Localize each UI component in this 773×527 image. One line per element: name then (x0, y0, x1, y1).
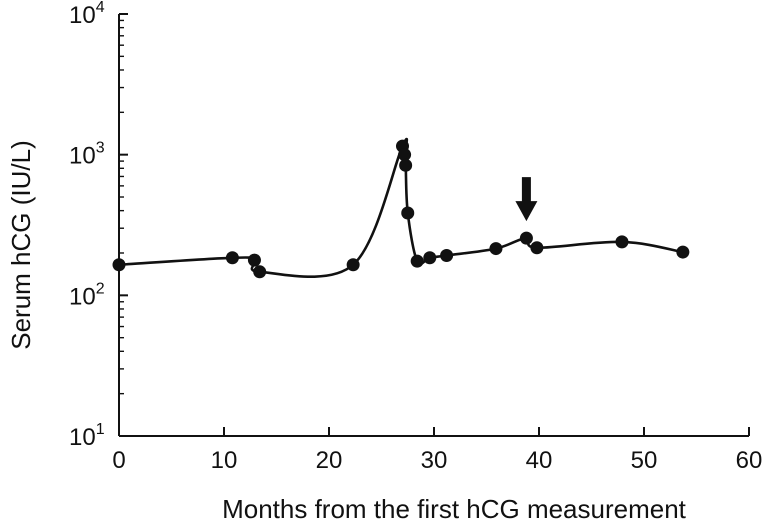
data-point (489, 242, 503, 256)
data-point (346, 258, 360, 272)
y-tick-label: 101 (69, 421, 105, 451)
data-point (398, 148, 412, 162)
data-points (112, 139, 690, 279)
data-point (519, 231, 533, 245)
annotations (515, 177, 538, 222)
y-tick-base: 10 (69, 143, 96, 170)
y-tick-label: 104 (69, 0, 105, 29)
data-point (225, 251, 239, 265)
y-tick-exponent: 4 (96, 0, 105, 16)
x-tick-label: 40 (526, 447, 553, 474)
y-tick-exponent: 2 (96, 280, 105, 297)
x-tick-label: 30 (421, 447, 448, 474)
x-tick-label: 10 (211, 447, 238, 474)
data-point (112, 258, 126, 272)
data-point (440, 248, 454, 262)
data-point (530, 241, 544, 255)
y-axis-title: Serum hCG (IU/L) (6, 140, 36, 350)
data-point (253, 265, 267, 279)
data-point (676, 245, 690, 259)
data-point (410, 254, 424, 268)
y-tick-label: 103 (69, 140, 105, 170)
y-tick-exponent: 1 (96, 421, 105, 438)
axes (118, 14, 749, 437)
x-tick-label: 20 (316, 447, 343, 474)
x-tick-label: 50 (631, 447, 658, 474)
data-point (401, 206, 415, 220)
data-point (615, 235, 629, 249)
y-tick-label: 102 (69, 280, 105, 310)
data-point (399, 158, 413, 172)
down-arrow-icon (515, 177, 538, 222)
data-point (247, 253, 261, 267)
x-ticks: 0 10 20 30 40 50 60 (112, 427, 762, 474)
y-tick-base: 10 (69, 424, 96, 451)
y-tick-base: 10 (69, 283, 96, 310)
y-tick-exponent: 3 (96, 140, 105, 157)
x-tick-label: 0 (112, 447, 125, 474)
x-axis-title: Months from the first hCG measurement (222, 494, 687, 524)
y-tick-base: 10 (69, 2, 96, 29)
x-tick-label: 60 (736, 447, 763, 474)
data-point (423, 251, 437, 265)
